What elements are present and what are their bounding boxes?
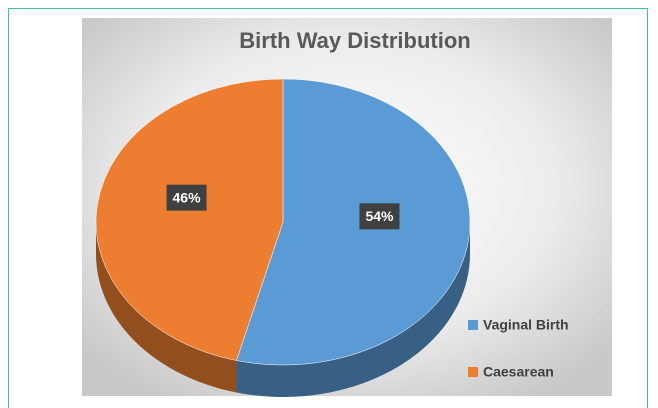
legend-label: Vaginal Birth <box>483 317 569 333</box>
chart-title: Birth Way Distribution <box>239 28 470 53</box>
data-label: 54% <box>365 208 394 224</box>
frame <box>8 8 648 408</box>
pie-side <box>236 222 470 397</box>
legend-swatch <box>468 320 478 330</box>
data-label-box <box>166 184 207 211</box>
pie-side <box>96 222 237 393</box>
data-label: 46% <box>173 189 202 205</box>
data-label-box <box>359 203 400 230</box>
legend-label: Caesarean <box>483 364 554 380</box>
pie-slice <box>95 78 284 361</box>
legend-swatch <box>468 367 478 377</box>
pie-slice <box>236 78 471 366</box>
